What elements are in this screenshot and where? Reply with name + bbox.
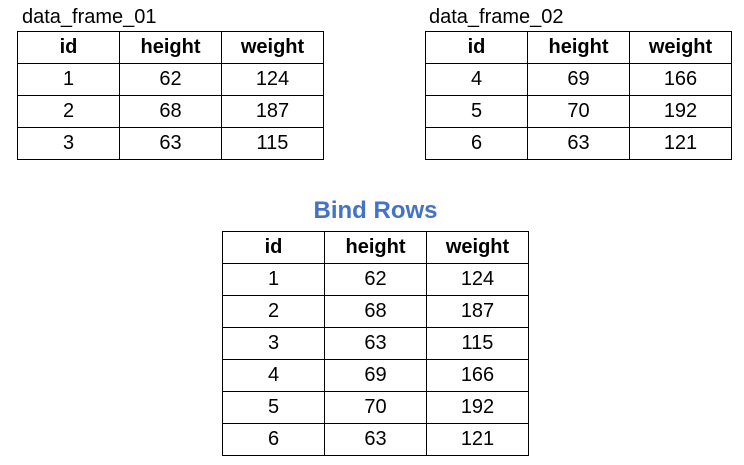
result-cell-id: 4 xyxy=(222,359,325,392)
table-row: 6 63 121 xyxy=(425,127,732,160)
frame2-cell-height: 70 xyxy=(527,95,630,128)
table-row: 5 70 192 xyxy=(425,95,732,128)
frame1-cell-id: 3 xyxy=(17,127,120,160)
table-row: 1 62 124 xyxy=(17,63,324,96)
frame2-cell-weight: 121 xyxy=(629,127,732,160)
frame2-cell-height: 63 xyxy=(527,127,630,160)
frame1-caption: data_frame_01 xyxy=(22,6,157,28)
result-cell-height: 63 xyxy=(324,327,427,360)
frame1-header-id: id xyxy=(17,31,120,64)
table-row: 5 70 192 xyxy=(222,391,529,424)
result-cell-height: 68 xyxy=(324,295,427,328)
frame2-header-weight: weight xyxy=(629,31,732,64)
frame1-cell-height: 62 xyxy=(119,63,222,96)
frame1-cell-height: 63 xyxy=(119,127,222,160)
result-cell-id: 6 xyxy=(222,423,325,456)
result-header-row: id height weight xyxy=(222,231,529,264)
table-row: 3 63 115 xyxy=(17,127,324,160)
result-table: id height weight 1 62 124 2 68 187 3 63 … xyxy=(222,231,529,456)
result-cell-weight: 187 xyxy=(426,295,529,328)
frame1-cell-id: 2 xyxy=(17,95,120,128)
table-row: 4 69 166 xyxy=(425,63,732,96)
frame2-cell-weight: 192 xyxy=(629,95,732,128)
result-cell-id: 5 xyxy=(222,391,325,424)
result-cell-id: 3 xyxy=(222,327,325,360)
result-cell-weight: 124 xyxy=(426,263,529,296)
result-cell-weight: 121 xyxy=(426,423,529,456)
frame1-cell-id: 1 xyxy=(17,63,120,96)
result-cell-id: 1 xyxy=(222,263,325,296)
frame1-header-row: id height weight xyxy=(17,31,324,64)
table-row: 1 62 124 xyxy=(222,263,529,296)
frame2-header-row: id height weight xyxy=(425,31,732,64)
result-cell-weight: 115 xyxy=(426,327,529,360)
frame2-cell-height: 69 xyxy=(527,63,630,96)
frame2-caption: data_frame_02 xyxy=(429,6,564,28)
frame2-table: id height weight 4 69 166 5 70 192 6 63 … xyxy=(425,31,732,160)
table-row: 6 63 121 xyxy=(222,423,529,456)
frame2-cell-id: 5 xyxy=(425,95,528,128)
table-row: 3 63 115 xyxy=(222,327,529,360)
result-cell-weight: 192 xyxy=(426,391,529,424)
result-cell-id: 2 xyxy=(222,295,325,328)
frame2-cell-weight: 166 xyxy=(629,63,732,96)
frame1-header-height: height xyxy=(119,31,222,64)
frame2-header-height: height xyxy=(527,31,630,64)
result-header-weight: weight xyxy=(426,231,529,264)
result-cell-height: 63 xyxy=(324,423,427,456)
result-cell-weight: 166 xyxy=(426,359,529,392)
table-row: 2 68 187 xyxy=(222,295,529,328)
frame1-cell-weight: 187 xyxy=(221,95,324,128)
table-row: 4 69 166 xyxy=(222,359,529,392)
frame1-cell-weight: 115 xyxy=(221,127,324,160)
frame1-header-weight: weight xyxy=(221,31,324,64)
result-cell-height: 70 xyxy=(324,391,427,424)
result-cell-height: 62 xyxy=(324,263,427,296)
result-header-height: height xyxy=(324,231,427,264)
result-title: Bind Rows xyxy=(313,197,438,224)
frame2-cell-id: 6 xyxy=(425,127,528,160)
frame2-cell-id: 4 xyxy=(425,63,528,96)
frame1-cell-weight: 124 xyxy=(221,63,324,96)
result-cell-height: 69 xyxy=(324,359,427,392)
table-row: 2 68 187 xyxy=(17,95,324,128)
frame2-header-id: id xyxy=(425,31,528,64)
result-header-id: id xyxy=(222,231,325,264)
frame1-cell-height: 68 xyxy=(119,95,222,128)
frame1-table: id height weight 1 62 124 2 68 187 3 63 … xyxy=(17,31,324,160)
